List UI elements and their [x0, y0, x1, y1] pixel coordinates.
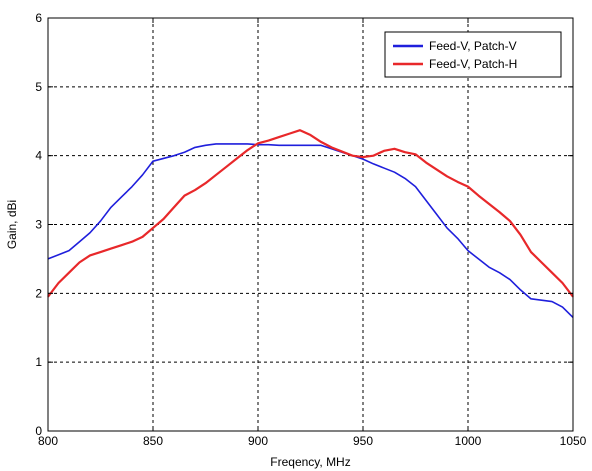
- legend-box: [384, 31, 562, 78]
- x-tick-label: 850: [143, 434, 163, 448]
- y-axis-label: Gain, dBi: [5, 200, 19, 249]
- series-line-1: [47, 143, 574, 319]
- y-tick-label: 1: [35, 355, 42, 369]
- y-tick-label: 3: [35, 218, 42, 232]
- legend-label-series-1: Feed-V, Patch-V: [429, 39, 517, 53]
- x-tick-label: 1000: [455, 434, 482, 448]
- y-tick-labels: 0 1 2 3 4 5 6: [35, 11, 42, 438]
- y-tick-label: 5: [35, 80, 42, 94]
- y-tick-label: 6: [35, 11, 42, 25]
- x-tick-label: 900: [248, 434, 268, 448]
- axis-ticks: [47, 17, 574, 432]
- x-tick-label: 950: [353, 434, 373, 448]
- legend-label-series-2: Feed-V, Patch-H: [429, 57, 517, 71]
- y-tick-label: 2: [35, 286, 42, 300]
- plot-area: [48, 18, 573, 431]
- y-tick-label: 0: [35, 424, 42, 438]
- x-tick-label: 1050: [560, 434, 587, 448]
- x-axis-label: Freqency, MHz: [270, 455, 350, 469]
- x-tick-labels: 800 850 900 950 1000 1050: [38, 434, 587, 448]
- grid-lines: [48, 18, 573, 431]
- legend: Feed-V, Patch-V Feed-V, Patch-H: [384, 31, 562, 78]
- y-tick-label: 4: [35, 149, 42, 163]
- series-line-2: [47, 129, 574, 298]
- x-tick-label: 800: [38, 434, 58, 448]
- series-layer: [47, 129, 574, 319]
